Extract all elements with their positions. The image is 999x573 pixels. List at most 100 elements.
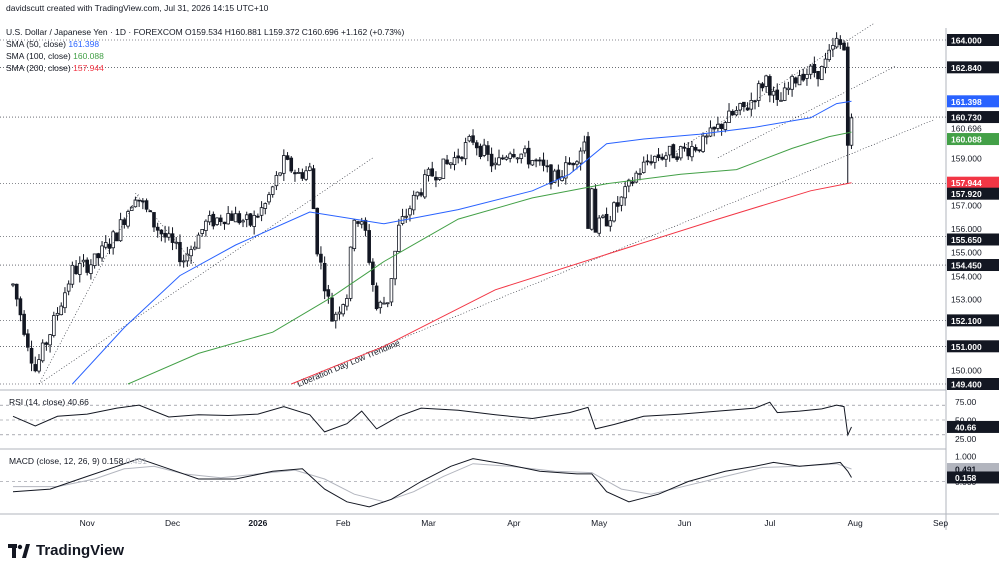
price-axis-tag [947, 233, 999, 246]
price-axis-tag [947, 34, 999, 46]
candle-up [578, 150, 583, 164]
candle-up [779, 99, 783, 102]
candle-down [586, 136, 590, 229]
candle-up [66, 283, 71, 292]
price-axis-label: 157.944 [951, 178, 982, 188]
candle-up [397, 224, 401, 252]
candle-up [738, 103, 742, 111]
candle-up [497, 157, 501, 166]
time-axis-label: Apr [507, 518, 520, 528]
candle-up [126, 211, 130, 227]
candle-down [163, 232, 167, 238]
candle-up [708, 127, 713, 137]
tradingview-brand[interactable]: TradingView [8, 542, 124, 559]
candle-up [37, 359, 41, 372]
candle-up [81, 259, 86, 263]
candle-up [133, 199, 138, 208]
price-axis-tag [947, 95, 999, 108]
candle-down [237, 213, 242, 224]
candle-up [48, 334, 52, 346]
candle-down [141, 200, 145, 203]
price-axis-label: 164.000 [951, 36, 982, 46]
candle-up [100, 245, 104, 259]
candle-down [768, 76, 772, 96]
candle-down [812, 64, 817, 74]
candle-down [538, 159, 542, 162]
sma100-legend[interactable]: SMA (100, close) 160.088 [6, 51, 104, 61]
time-axis-label: Jun [678, 518, 692, 528]
time-axis-label: Aug [848, 518, 863, 528]
candle-down [697, 149, 702, 152]
price-axis-label: 155.650 [951, 235, 982, 245]
macd-signal-line [13, 463, 852, 503]
time-axis-label: Jul [764, 518, 775, 528]
candle-down [152, 212, 156, 228]
candle-up [389, 278, 394, 303]
candle-up [304, 170, 308, 180]
candle-down [367, 230, 371, 263]
candle-down [222, 221, 227, 225]
candle-up [623, 186, 627, 199]
candle-down [419, 192, 423, 196]
rsi-line [12, 401, 852, 437]
candle-down [649, 161, 653, 164]
candle-up [77, 262, 82, 275]
candle-down [371, 261, 375, 286]
candle-down [96, 253, 101, 259]
candle-up [337, 311, 342, 315]
candle-up [493, 162, 498, 166]
rsi-axis-label: 50.00 [955, 416, 977, 426]
candle-up [52, 315, 56, 336]
candle-down [326, 289, 331, 297]
sma200-line [291, 182, 852, 385]
candle-up [267, 194, 271, 203]
candle-down [686, 147, 691, 157]
candle-up [819, 66, 824, 81]
price-axis-tag [947, 340, 999, 353]
candle-down [374, 285, 379, 310]
candle-up [448, 162, 453, 166]
candle-down [434, 176, 438, 181]
candle-up [200, 229, 205, 234]
price-axis-label: 156.000 [951, 224, 982, 234]
sma100-value: 160.088 [73, 51, 104, 61]
candle-up [382, 302, 386, 305]
candle-up [196, 234, 201, 249]
candle-down [315, 207, 320, 255]
candle-down [656, 154, 661, 159]
candle-up [129, 206, 134, 211]
candle-up [667, 145, 672, 156]
candle-up [619, 196, 624, 206]
trendline [38, 193, 140, 385]
price-axis-label: 161.398 [951, 97, 982, 107]
candle-down [170, 233, 175, 243]
price-axis-label: 160.088 [951, 135, 982, 145]
candle-down [248, 213, 253, 226]
sma200-legend[interactable]: SMA (200, close) 157.944 [6, 63, 104, 73]
candle-up [252, 214, 256, 227]
candle-up [415, 191, 420, 197]
sma50-value: 161.398 [68, 39, 100, 49]
sma50-legend[interactable]: SMA (50, close) 161.398 [6, 39, 100, 49]
candle-up [641, 161, 646, 173]
candle-down [645, 160, 650, 163]
candle-down [26, 333, 30, 348]
candle-down [712, 126, 716, 130]
time-axis-label: May [591, 518, 608, 528]
time-axis-label: Nov [80, 518, 96, 528]
candle-up [831, 45, 835, 50]
candle-up [638, 173, 642, 175]
candle-down [556, 169, 561, 180]
candle-up [771, 90, 776, 96]
price-axis-label: 151.000 [951, 342, 982, 352]
candle-up [426, 168, 431, 176]
candle-up [723, 122, 728, 130]
candle-up [204, 220, 208, 231]
candle-down [289, 157, 294, 172]
time-axis-label: Sep [933, 518, 948, 528]
candle-up [118, 219, 123, 242]
trendline [673, 23, 874, 154]
price-axis-label: 150.000 [951, 365, 982, 375]
candle-up [359, 221, 364, 225]
